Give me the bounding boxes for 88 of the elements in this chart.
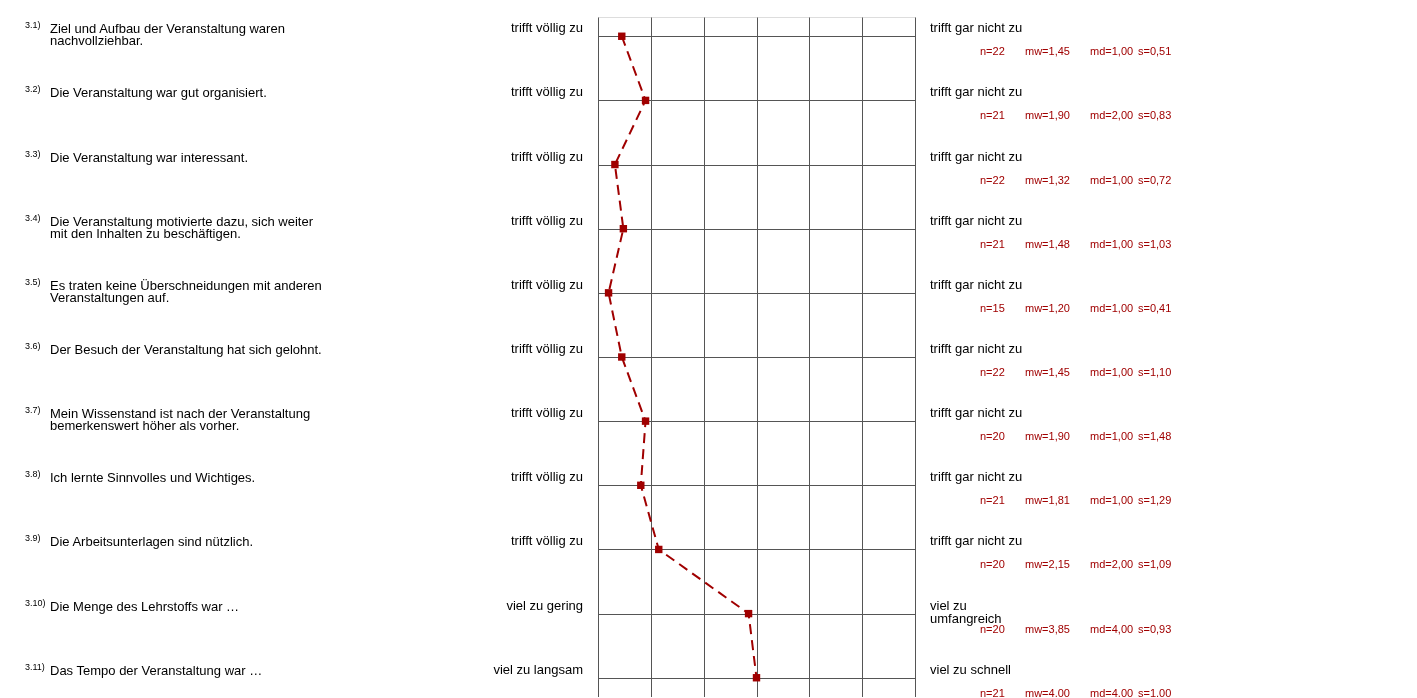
point bbox=[618, 353, 626, 361]
text: trifft völlig zu bbox=[510, 148, 583, 164]
data-label: mw=1,90 bbox=[1025, 109, 1070, 122]
text: trifft gar nicht zu bbox=[930, 341, 1023, 356]
point bbox=[604, 289, 613, 297]
y-tick-label: Das Tempo der Veranstaltung war … bbox=[50, 662, 263, 678]
y-tick-label: Der Besuch der Veranstaltung hat sich gelohnt. bbox=[50, 342, 322, 357]
text: s=0,72 bbox=[1138, 173, 1172, 186]
text: trifft gar nicht zu bbox=[930, 212, 1023, 228]
text: trifft gar nicht zu bbox=[930, 405, 1023, 421]
text: trifft gar nicht zu bbox=[930, 533, 1023, 549]
data-label: mw=1,90 bbox=[1025, 430, 1070, 443]
text: trifft völlig zu bbox=[510, 84, 583, 100]
text: md=4,00 bbox=[1090, 622, 1134, 635]
y-tick-label: Die Arbeitsunterlagen sind nützlich. bbox=[50, 534, 254, 550]
text: 3.1) bbox=[25, 20, 41, 31]
text: 3.7) bbox=[25, 405, 41, 416]
y-tick-label: Die Menge des Lehrstoffs war … bbox=[50, 598, 240, 614]
text: 3.6) bbox=[25, 341, 41, 351]
data-label: mw=1,45 bbox=[1025, 45, 1070, 58]
text: trifft völlig zu bbox=[510, 533, 583, 549]
point bbox=[637, 481, 645, 490]
text: s=0,51 bbox=[1138, 45, 1172, 58]
point bbox=[611, 160, 619, 169]
text: md=1,00 bbox=[1090, 45, 1134, 58]
text: trifft gar nicht zu bbox=[930, 20, 1023, 36]
text: 3.5) bbox=[25, 276, 41, 287]
text: n=21 bbox=[980, 237, 1005, 250]
text: trifft völlig zu bbox=[510, 20, 583, 36]
y-tick-label: Die Veranstaltung motivierte dazu, sich weiter mit den Inhalten zu beschäftigen. bbox=[50, 213, 314, 241]
text: n=20 bbox=[980, 430, 1005, 443]
text: viel zu gering bbox=[506, 597, 583, 613]
text: s=1,48 bbox=[1138, 430, 1172, 443]
text: trifft völlig zu bbox=[510, 276, 583, 292]
text: s=1,29 bbox=[1138, 494, 1172, 507]
text: trifft gar nicht zu bbox=[930, 84, 1023, 100]
data-label: mw=3,85 bbox=[1025, 622, 1070, 635]
data-label: mw=1,45 bbox=[1025, 366, 1070, 378]
text: s=1,09 bbox=[1138, 558, 1172, 571]
text: n=22 bbox=[980, 366, 1005, 378]
data-label: mw=1,48 bbox=[1025, 237, 1070, 250]
y-tick-label: Mein Wissenstand ist nach der Veranstaltung bemerkenswert höher als vorher. bbox=[50, 406, 311, 434]
y-tick-label: Die Veranstaltung war interessant. bbox=[50, 149, 248, 165]
text: viel zu langsam bbox=[493, 661, 583, 677]
text: s=0,93 bbox=[1138, 622, 1172, 635]
text: n=20 bbox=[980, 558, 1005, 571]
text: n=21 bbox=[980, 686, 1005, 698]
text: trifft völlig zu bbox=[510, 405, 583, 421]
text: 3.11) bbox=[25, 661, 45, 672]
text: viel zu schnell bbox=[930, 661, 1012, 677]
text: 3.4) bbox=[25, 212, 41, 223]
text: trifft gar nicht zu bbox=[930, 276, 1023, 292]
y-tick-label: Ich lernte Sinnvolles und Wichtiges. bbox=[50, 470, 256, 486]
text: md=1,00 bbox=[1090, 301, 1134, 314]
text: trifft völlig zu bbox=[510, 341, 583, 356]
y-tick-label: Ziel und Aufbau der Veranstaltung waren nachvollziehbar. bbox=[50, 21, 285, 49]
text: n=15 bbox=[980, 301, 1005, 314]
text: 3.8) bbox=[25, 469, 41, 480]
text: trifft völlig zu bbox=[510, 469, 583, 485]
text: n=22 bbox=[980, 173, 1005, 186]
text: s=1,03 bbox=[1138, 237, 1172, 250]
text: n=21 bbox=[980, 109, 1005, 122]
text: md=2,00 bbox=[1090, 109, 1134, 122]
data-label: mw=2,15 bbox=[1025, 558, 1070, 571]
text: md=1,00 bbox=[1090, 173, 1134, 186]
point bbox=[641, 417, 650, 425]
text: s=0,41 bbox=[1138, 301, 1172, 314]
text: md=1,00 bbox=[1090, 494, 1134, 507]
text: 3.3) bbox=[25, 148, 41, 159]
y-tick-label: Die Veranstaltung war gut organisiert. bbox=[50, 85, 267, 101]
data-label: mw=1,20 bbox=[1025, 301, 1070, 314]
text: s=0,83 bbox=[1138, 109, 1172, 122]
text: md=1,00 bbox=[1090, 430, 1134, 443]
text: 3.2) bbox=[25, 84, 41, 95]
text: s=1,10 bbox=[1138, 366, 1172, 378]
text: 3.9) bbox=[25, 533, 41, 544]
text: 3.10) bbox=[25, 597, 46, 608]
text: trifft gar nicht zu bbox=[930, 469, 1023, 485]
y-tick-label: Es traten keine Überschneidungen mit anderen Veranstaltungen auf. bbox=[50, 277, 322, 305]
data-label: mw=1,32 bbox=[1025, 173, 1070, 186]
text: md=2,00 bbox=[1090, 558, 1134, 571]
text: n=21 bbox=[980, 494, 1005, 507]
text: n=22 bbox=[980, 45, 1005, 58]
text: trifft völlig zu bbox=[510, 212, 583, 228]
text: trifft gar nicht zu bbox=[930, 148, 1023, 164]
text: md=1,00 bbox=[1090, 366, 1134, 378]
data-label: mw=1,81 bbox=[1025, 494, 1070, 507]
text: md=1,00 bbox=[1090, 237, 1134, 250]
